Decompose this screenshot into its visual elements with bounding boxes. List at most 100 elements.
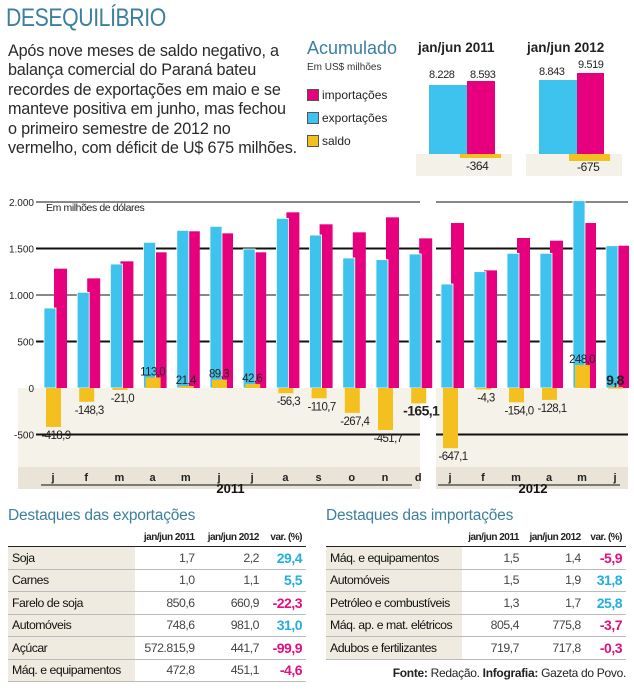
export-bar: [440, 283, 454, 389]
imports-table: jan/jun 2011 jan/jun 2012 var. (%) Máq. e e…: [326, 530, 626, 660]
saldo-bar: [378, 388, 393, 431]
table-row: Máq. e equipamentos 472,8 451,1 -4,6: [8, 659, 306, 682]
saldo-label: -647,1: [438, 451, 467, 463]
acumulado-2011-imports-value: 8.593: [470, 69, 496, 81]
month-label: f: [481, 472, 485, 484]
import-bar: [517, 237, 530, 388]
export-bar: [506, 252, 520, 389]
import-bar: [286, 212, 300, 388]
y-tick-label: 0: [28, 384, 34, 395]
acumulado-2012-saldo-value: -675: [577, 160, 600, 174]
legend-exportacoes: exportações: [307, 111, 387, 125]
saldo-label: 42,6: [242, 373, 262, 385]
value-2012: 775,8: [522, 614, 585, 637]
value-2012: 451,1: [198, 659, 263, 682]
intro-text: Após nove meses de saldo negativo, a bal…: [8, 42, 297, 158]
saldo-bar: [178, 386, 194, 388]
column-header: jan/jun 2011: [134, 530, 199, 547]
value-2012: 981,0: [198, 614, 263, 637]
saldo-label: -56,3: [277, 396, 300, 408]
y-tick-label: 2.000: [9, 198, 34, 209]
y-tick-label: 500: [17, 338, 34, 349]
month-label: j: [447, 472, 451, 484]
acumulado-2011-saldo-bar: [460, 154, 501, 158]
month-label: j: [250, 472, 254, 484]
year-label: 2012: [519, 481, 548, 495]
table-row: Petróleo e combustíveis 1,3 1,7 25,8: [326, 591, 626, 615]
column-header: jan/jun 2012: [522, 530, 585, 547]
variation: 31,0: [262, 614, 306, 637]
page-title: DESEQUILÍBRIO: [6, 4, 166, 32]
import-bar: [451, 223, 464, 388]
month-label: n: [382, 472, 389, 484]
saldo-label: -154,0: [504, 405, 533, 417]
saldo-label: -451,7: [373, 433, 402, 445]
month-label: a: [150, 472, 157, 484]
import-bar: [253, 252, 267, 388]
value-2011: 1,0: [134, 569, 199, 592]
source-label: Fonte:: [392, 666, 428, 680]
item-name: Açúcar: [8, 636, 135, 660]
table-row: Carnes 1,0 1,1 5,5: [8, 569, 306, 592]
month-label: m: [511, 472, 521, 484]
value-2012: 2,2: [198, 546, 263, 570]
item-name: Automóveis: [326, 569, 462, 592]
export-bar: [209, 225, 223, 389]
value-2011: 850,6: [134, 591, 199, 615]
exports-table: jan/jun 2011 jan/jun 2012 var. (%) Soja 1,7 2…: [8, 530, 306, 682]
legend-saldo: saldo: [307, 134, 351, 148]
acumulado-2011-title: jan/jun 2011: [418, 40, 495, 55]
month-label: a: [282, 472, 289, 484]
acumulado-2012-title: jan/jun 2012: [527, 40, 605, 55]
import-bar: [583, 223, 596, 388]
value-2011: 1,5: [461, 569, 523, 592]
table-row: Farelo de soja 850,6 660,9 -22,3: [8, 591, 306, 615]
item-name: Máq. e equipamentos: [8, 659, 135, 682]
export-bar: [275, 217, 289, 389]
acumulado-subtitle: Em US$ milhões: [307, 62, 382, 73]
export-bar: [408, 253, 422, 389]
saldo-bar: [411, 388, 427, 404]
saldo-label: -110,7: [308, 401, 336, 413]
table-row: Automóveis 748,6 981,0 31,0: [8, 614, 306, 637]
value-2011: 805,4: [461, 614, 523, 637]
value-2011: 719,7: [461, 636, 523, 660]
export-bar: [110, 263, 123, 389]
month-label: m: [181, 472, 191, 484]
import-bar: [153, 252, 167, 388]
value-2011: 572.815,9: [134, 636, 199, 660]
variation: 31,8: [584, 569, 626, 592]
variation: -5,9: [584, 546, 626, 570]
column-header: jan/jun 2012: [198, 530, 263, 547]
legend-swatch: [307, 135, 319, 147]
legend-swatch: [307, 112, 319, 124]
export-bar: [43, 307, 57, 389]
saldo-bar: [278, 388, 294, 394]
month-label: m: [115, 472, 125, 484]
year-label: 2011: [216, 481, 244, 495]
table-row: Máq. ap. e mat. elétricos 805,4 775,8 -3,7: [326, 614, 626, 637]
item-name: Soja: [8, 546, 135, 570]
table-row: Adubos e fertilizantes 719,7 717,8 -0,3: [326, 636, 626, 660]
saldo-bar: [476, 388, 491, 390]
export-bar: [342, 257, 356, 389]
value-2012: 660,9: [198, 591, 263, 615]
y-tick-label: 1.000: [9, 291, 34, 302]
saldo-label: -165,1: [403, 402, 440, 418]
import-bar: [319, 224, 333, 388]
value-2011: 1,7: [134, 546, 199, 570]
value-2012: 1,9: [522, 569, 585, 592]
saldo-label: 248,0: [569, 354, 595, 366]
saldo-label: 89,3: [209, 369, 229, 381]
export-bar: [176, 229, 190, 389]
variation: 5,5: [262, 569, 306, 592]
value-2012: 441,7: [198, 636, 263, 660]
y-axis-label: Em milhões de dólares: [46, 202, 145, 214]
import-bar: [484, 270, 497, 388]
variation: -99,9: [262, 636, 306, 660]
saldo-bar: [443, 388, 458, 449]
saldo-bar: [112, 388, 128, 390]
variation: -0,3: [584, 636, 626, 660]
saldo-label: 21,4: [176, 375, 197, 387]
column-header: [326, 530, 462, 547]
